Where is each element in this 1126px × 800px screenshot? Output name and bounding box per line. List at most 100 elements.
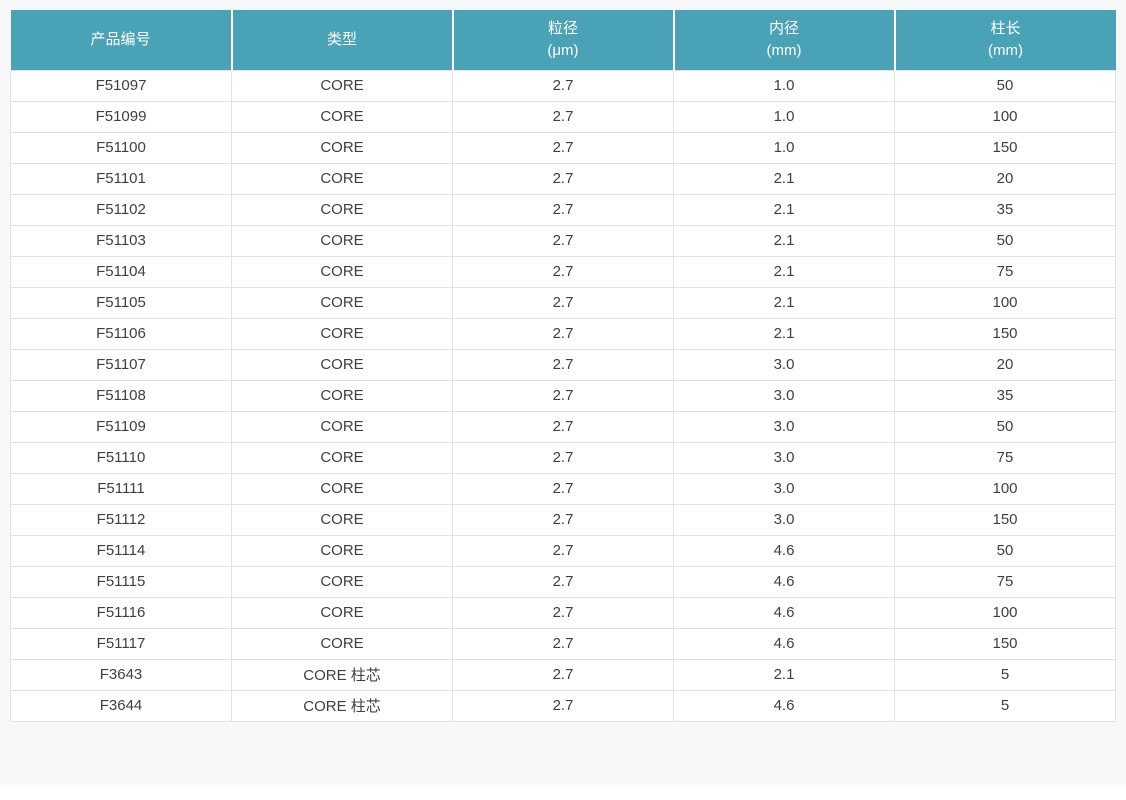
column-header-inner-diameter: 内径 (mm): [673, 10, 896, 70]
table-cell: 2.7: [452, 410, 674, 443]
table-cell: F51101: [10, 162, 232, 195]
table-cell: 3.0: [673, 379, 895, 412]
table-cell: 2.1: [673, 162, 895, 195]
table-cell: CORE: [231, 131, 453, 164]
table-cell: 2.1: [673, 317, 895, 350]
table-cell: F51109: [10, 410, 232, 443]
table-cell: F51106: [10, 317, 232, 350]
table-cell: 50: [894, 224, 1116, 257]
table-cell: CORE: [231, 596, 453, 629]
table-cell: 150: [894, 317, 1116, 350]
product-table-body: F51097 CORE 2.7 1.0 50 F51099 CORE 2.7 1.0 100 F51…: [10, 69, 1116, 722]
table-cell: 50: [894, 410, 1116, 443]
table-cell: F51103: [10, 224, 232, 257]
table-header: 产品编号 类型 粒径 (μm) 内径 (mm) 柱长 (mm): [10, 10, 1116, 70]
table-header-row: 产品编号 类型 粒径 (μm) 内径 (mm) 柱长 (mm): [10, 10, 1116, 70]
table-cell: 150: [894, 131, 1116, 164]
column-header-unit: (mm): [988, 41, 1023, 59]
table-cell: F51104: [10, 255, 232, 288]
table-row: F51104 CORE 2.7 2.1 75: [10, 255, 1116, 288]
table-cell: F51116: [10, 596, 232, 629]
table-cell: 100: [894, 472, 1116, 505]
table-cell: 2.1: [673, 286, 895, 319]
table-cell: F51099: [10, 100, 232, 133]
table-cell: CORE: [231, 410, 453, 443]
table-cell: 3.0: [673, 441, 895, 474]
table-cell: CORE: [231, 317, 453, 350]
table-cell: F51102: [10, 193, 232, 226]
table-cell: CORE: [231, 286, 453, 319]
table-cell: 2.1: [673, 224, 895, 257]
table-cell: F51115: [10, 565, 232, 598]
table-row: F51111 CORE 2.7 3.0 100: [10, 472, 1116, 505]
table-cell: 2.7: [452, 689, 674, 722]
table-cell: 2.7: [452, 224, 674, 257]
column-header-label: 产品编号: [90, 30, 151, 48]
table-cell: CORE 柱芯: [231, 658, 453, 691]
table-cell: 20: [894, 348, 1116, 381]
table-cell: CORE: [231, 565, 453, 598]
table-cell: F51107: [10, 348, 232, 381]
table-cell: F51097: [10, 69, 232, 102]
table-cell: CORE: [231, 627, 453, 660]
table-row: F51097 CORE 2.7 1.0 50: [10, 69, 1116, 102]
table-cell: 50: [894, 534, 1116, 567]
table-cell: 4.6: [673, 534, 895, 567]
table-cell: 2.7: [452, 441, 674, 474]
table-cell: 2.7: [452, 348, 674, 381]
table-cell: F51117: [10, 627, 232, 660]
table-row: F51107 CORE 2.7 3.0 20: [10, 348, 1116, 381]
table-cell: 100: [894, 100, 1116, 133]
table-row: F51100 CORE 2.7 1.0 150: [10, 131, 1116, 164]
table-cell: 2.1: [673, 255, 895, 288]
table-cell: 3.0: [673, 410, 895, 443]
table-cell: F3643: [10, 658, 232, 691]
table-cell: F51108: [10, 379, 232, 412]
table-cell: CORE: [231, 534, 453, 567]
table-cell: 2.7: [452, 255, 674, 288]
table-row: F51103 CORE 2.7 2.1 50: [10, 224, 1116, 257]
table-cell: CORE: [231, 441, 453, 474]
table-cell: 2.7: [452, 658, 674, 691]
table-row: F51101 CORE 2.7 2.1 20: [10, 162, 1116, 195]
table-cell: F51110: [10, 441, 232, 474]
table-cell: 75: [894, 441, 1116, 474]
table-cell: CORE: [231, 193, 453, 226]
table-row: F51106 CORE 2.7 2.1 150: [10, 317, 1116, 350]
table-row: F51109 CORE 2.7 3.0 50: [10, 410, 1116, 443]
column-header-column-length: 柱长 (mm): [894, 10, 1116, 70]
table-cell: 3.0: [673, 348, 895, 381]
table-row: F3644 CORE 柱芯 2.7 4.6 5: [10, 689, 1116, 722]
table-cell: 3.0: [673, 503, 895, 536]
table-cell: CORE: [231, 224, 453, 257]
table-cell: 3.0: [673, 472, 895, 505]
table-row: F51105 CORE 2.7 2.1 100: [10, 286, 1116, 319]
column-header-label: 内径: [768, 19, 799, 37]
table-cell: 2.1: [673, 193, 895, 226]
table-row: F51116 CORE 2.7 4.6 100: [10, 596, 1116, 629]
table-cell: F51114: [10, 534, 232, 567]
table-cell: 1.0: [673, 100, 895, 133]
table-cell: CORE 柱芯: [231, 689, 453, 722]
table-cell: 75: [894, 255, 1116, 288]
table-cell: CORE: [231, 503, 453, 536]
table-cell: 1.0: [673, 69, 895, 102]
table-cell: 4.6: [673, 596, 895, 629]
table-cell: 2.7: [452, 100, 674, 133]
table-cell: 150: [894, 503, 1116, 536]
table-row: F51115 CORE 2.7 4.6 75: [10, 565, 1116, 598]
table-cell: CORE: [231, 472, 453, 505]
table-cell: 2.7: [452, 379, 674, 412]
table-cell: CORE: [231, 255, 453, 288]
table-cell: CORE: [231, 100, 453, 133]
table-cell: 35: [894, 379, 1116, 412]
table-cell: 75: [894, 565, 1116, 598]
table-cell: 2.7: [452, 472, 674, 505]
table-row: F51114 CORE 2.7 4.6 50: [10, 534, 1116, 567]
table-cell: 5: [894, 689, 1116, 722]
table-row: F51099 CORE 2.7 1.0 100: [10, 100, 1116, 133]
table-row: F51108 CORE 2.7 3.0 35: [10, 379, 1116, 412]
table-cell: 2.7: [452, 193, 674, 226]
table-cell: F51112: [10, 503, 232, 536]
